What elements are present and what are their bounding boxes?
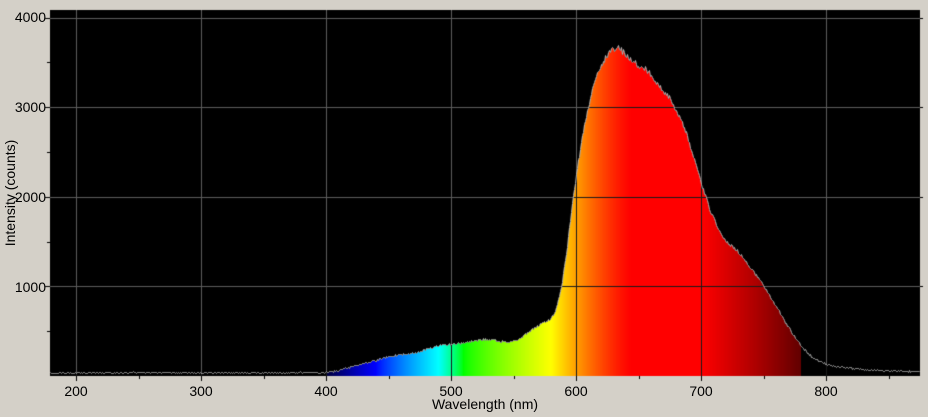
x-tick-label: 700: [689, 383, 713, 399]
y-axis-title: Intensity (counts): [2, 139, 18, 247]
y-tick-label: 4000: [14, 9, 46, 25]
y-tick-label: 3000: [14, 99, 46, 115]
x-axis-title: Wavelength (nm): [431, 396, 539, 412]
x-tick-label: 200: [64, 383, 88, 399]
x-tick-label: 500: [439, 383, 463, 399]
x-tick-label: 600: [564, 383, 588, 399]
x-tick-label: 400: [314, 383, 338, 399]
y-tick-label: 2000: [14, 189, 46, 205]
x-tick-label: 800: [814, 383, 838, 399]
y-tick-label: 1000: [14, 279, 46, 295]
x-tick-label: 300: [189, 383, 213, 399]
